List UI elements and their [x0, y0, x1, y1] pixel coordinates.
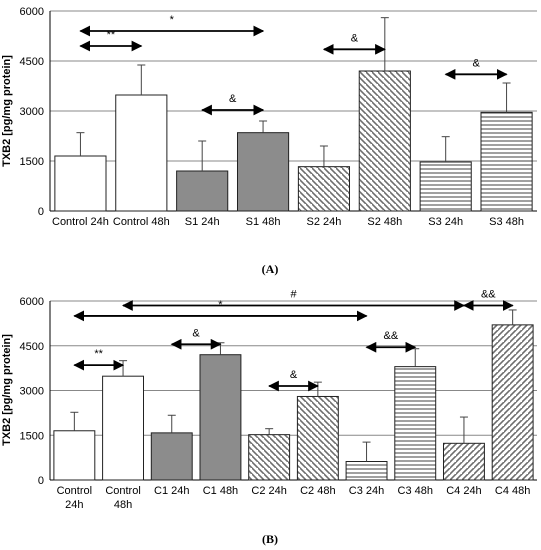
x-tick-label: C4 48h [495, 485, 530, 497]
significance-label: ** [107, 29, 116, 41]
bar [297, 166, 351, 212]
y-tick-label: 4500 [20, 56, 44, 68]
panel-label-b: (B) [262, 532, 278, 546]
y-tick-label: 6000 [20, 296, 44, 308]
x-tick-label: Control 48h [113, 216, 170, 228]
significance-label: * [170, 14, 175, 26]
bar [199, 354, 242, 481]
significance-label: && [384, 330, 399, 342]
x-tick-label: C1 48h [203, 485, 238, 497]
significance-label: & [351, 32, 359, 44]
chart-panel-a: 0 1500 3000 4500 6000 TXB2 [pg/mg protein] Con… [1, 6, 537, 228]
x-tick-label: S1 48h [246, 216, 281, 228]
x-tick-label: S3 24h [428, 216, 463, 228]
y-tick-label: 1500 [20, 156, 44, 168]
bar [491, 324, 534, 481]
chart-panel-b: 0 1500 3000 4500 6000 TXB2 [pg/mg protein] Con… [1, 288, 537, 511]
y-tick-label: 3000 [20, 106, 44, 118]
significance-label: & [290, 369, 298, 381]
y-axis-label: TXB2 [pg/mg protein] [1, 334, 13, 446]
significance-label: * [218, 299, 223, 311]
y-tick-label: 6000 [20, 6, 44, 18]
significance-label: && [481, 288, 496, 300]
bar [54, 155, 107, 212]
bar [236, 132, 290, 212]
x-tick-label: C2 48h [300, 485, 335, 497]
x-tick-label: S2 48h [367, 216, 402, 228]
bar [419, 161, 472, 212]
x-tick-label: C3 24h [349, 485, 384, 497]
x-tick-label: 24h [65, 499, 83, 511]
y-axis-label: TXB2 [pg/mg protein] [1, 55, 13, 167]
x-tick-label: Control 24h [52, 216, 109, 228]
bar [150, 432, 193, 481]
bar [358, 70, 411, 212]
x-tick-label: 48h [114, 499, 132, 511]
bar [394, 366, 437, 481]
bar [296, 395, 339, 481]
bar [248, 434, 291, 481]
x-tick-label: C1 24h [154, 485, 189, 497]
y-tick-label: 4500 [20, 341, 44, 353]
y-tick-label: 1500 [20, 430, 44, 442]
panel-label-a: (A) [262, 262, 279, 276]
bar [345, 461, 388, 481]
significance-label: ** [94, 348, 103, 360]
y-tick-label: 0 [38, 206, 44, 218]
x-tick-label: C3 48h [398, 485, 433, 497]
significance-label: & [472, 57, 480, 69]
bar [480, 111, 533, 212]
bar [115, 94, 168, 212]
y-tick-label: 3000 [20, 386, 44, 398]
x-tick-label: C2 24h [251, 485, 286, 497]
significance-label: & [192, 327, 200, 339]
significance-label: # [290, 288, 297, 300]
x-tick-label: Control [57, 485, 92, 497]
bar [176, 170, 229, 212]
bar [442, 442, 485, 481]
x-tick-label: S3 48h [489, 216, 524, 228]
bar [102, 375, 145, 481]
x-tick-label: S2 24h [307, 216, 342, 228]
x-tick-label: C4 24h [446, 485, 481, 497]
bar [53, 430, 96, 481]
x-tick-label: Control [105, 485, 140, 497]
y-tick-label: 0 [38, 475, 44, 487]
significance-label: & [229, 93, 237, 105]
x-tick-label: S1 24h [185, 216, 220, 228]
